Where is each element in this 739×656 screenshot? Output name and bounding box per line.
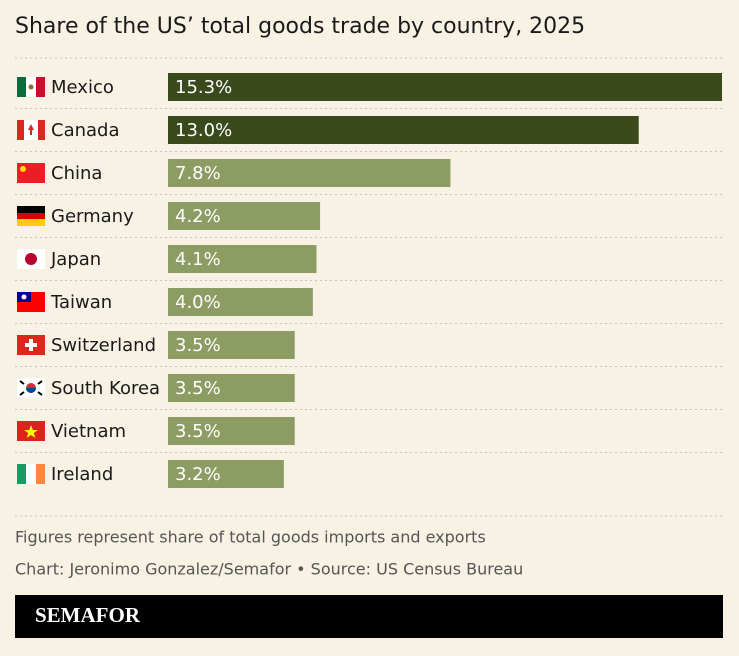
category-label: Japan — [50, 249, 101, 270]
flag-part — [17, 77, 26, 97]
flag-part — [21, 294, 27, 300]
flag — [17, 249, 45, 269]
bar — [168, 159, 451, 187]
flag-part — [28, 84, 34, 90]
value-label: 3.5% — [175, 421, 221, 442]
bar — [168, 245, 317, 273]
category-label: Vietnam — [51, 421, 126, 442]
bar — [168, 288, 313, 316]
flag-part — [17, 464, 26, 484]
chart-title: Share of the US’ total goods trade by co… — [15, 14, 585, 39]
flag-part — [17, 206, 45, 213]
brand-bar — [15, 595, 723, 638]
flag-part — [36, 77, 45, 97]
flag-part — [19, 380, 43, 396]
flag-part — [26, 464, 36, 484]
flag-part — [26, 388, 36, 393]
value-label: 4.2% — [175, 206, 221, 227]
flag — [17, 378, 45, 398]
bar — [168, 73, 722, 101]
flag — [17, 464, 45, 484]
bar — [168, 460, 284, 488]
credit: Chart: Jeronimo Gonzalez/Semafor • Sourc… — [15, 560, 523, 579]
flag — [17, 335, 45, 355]
flag — [17, 206, 45, 226]
bar — [168, 374, 295, 402]
flag-part — [25, 253, 37, 265]
flag — [17, 421, 45, 441]
flag-part — [38, 120, 45, 140]
category-label: Switzerland — [51, 335, 156, 356]
bar — [168, 331, 295, 359]
flag-part — [17, 219, 45, 226]
flag — [17, 120, 45, 140]
value-label: 3.5% — [175, 378, 221, 399]
value-label: 4.1% — [175, 249, 221, 270]
flag — [17, 292, 45, 312]
bar — [168, 417, 295, 445]
flag-part — [20, 166, 26, 172]
value-label: 7.8% — [175, 163, 221, 184]
flag — [17, 163, 45, 183]
flag-part — [36, 464, 45, 484]
value-label: 3.2% — [175, 464, 221, 485]
category-label: China — [51, 163, 102, 184]
flag-part — [24, 425, 38, 438]
flag-part — [25, 343, 37, 347]
category-label: Ireland — [51, 464, 113, 485]
value-label: 4.0% — [175, 292, 221, 313]
category-label: Canada — [51, 120, 120, 141]
category-label: Mexico — [51, 77, 114, 98]
category-label: Taiwan — [50, 292, 112, 313]
flag-part — [28, 124, 34, 135]
value-label: 3.5% — [175, 335, 221, 356]
flag-part — [17, 163, 45, 183]
category-label: Germany — [51, 206, 134, 227]
bar — [168, 202, 321, 230]
flag — [17, 77, 45, 97]
flag-part — [17, 213, 45, 219]
value-label: 13.0% — [175, 120, 232, 141]
bar — [168, 116, 639, 144]
value-label: 15.3% — [175, 77, 232, 98]
footnote: Figures represent share of total goods i… — [15, 528, 486, 547]
brand: SEMAFOR — [35, 603, 141, 627]
flag-part — [17, 120, 24, 140]
category-label: South Korea — [51, 378, 160, 399]
